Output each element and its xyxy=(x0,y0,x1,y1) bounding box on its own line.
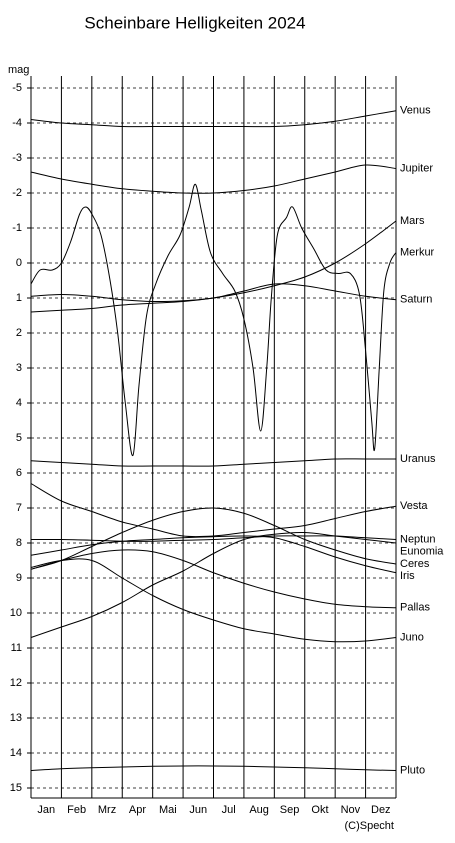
y-tick-label: 2 xyxy=(16,327,22,339)
legend-label: Ceres xyxy=(400,558,430,570)
y-tick-label: 10 xyxy=(10,607,22,619)
x-tick-label: Aug xyxy=(249,804,269,816)
x-tick-label: Jun xyxy=(189,804,207,816)
x-tick-label: Nov xyxy=(341,804,361,816)
series-line xyxy=(30,483,397,538)
legend-label: Mars xyxy=(400,215,425,227)
x-tick-label: Jul xyxy=(222,804,236,816)
x-tick-label: Feb xyxy=(67,804,86,816)
legend-label: Vesta xyxy=(400,500,428,512)
legend-label: Merkur xyxy=(400,246,435,258)
x-tick-label: Mrz xyxy=(98,804,116,816)
y-tick-label: -4 xyxy=(12,117,22,129)
y-tick-label: 4 xyxy=(16,397,22,409)
x-tick-label: Mai xyxy=(159,804,177,816)
y-tick-label: 14 xyxy=(10,747,22,759)
legend-label: Eunomia xyxy=(400,545,444,557)
y-tick-label: 5 xyxy=(16,432,22,444)
legend-label: Uranus xyxy=(400,453,436,465)
legend-label: Juno xyxy=(400,631,424,643)
legend-label: Saturn xyxy=(400,294,432,306)
x-tick-label: Dez xyxy=(371,804,391,816)
legend-label: Jupiter xyxy=(400,162,433,174)
y-tick-label: 0 xyxy=(16,257,22,269)
series-line xyxy=(30,507,397,570)
x-tick-label: Apr xyxy=(129,804,146,816)
series-line xyxy=(30,549,397,609)
series-line xyxy=(30,765,397,771)
chart-title: Scheinbare Helligkeiten 2024 xyxy=(84,13,305,32)
x-tick-label: Jan xyxy=(37,804,55,816)
y-tick-label: 15 xyxy=(10,782,22,794)
series-line xyxy=(30,535,397,574)
legend-label: Venus xyxy=(400,105,431,117)
y-tick-label: 1 xyxy=(16,292,22,304)
credit: (C)Specht xyxy=(344,820,394,832)
series-line xyxy=(30,283,397,303)
y-tick-label: -5 xyxy=(12,82,22,94)
y-tick-label: 13 xyxy=(10,712,22,724)
y-tick-label: 9 xyxy=(16,572,22,584)
x-tick-label: Okt xyxy=(311,804,328,816)
y-tick-label: 11 xyxy=(11,642,22,654)
y-tick-label: -3 xyxy=(12,152,22,164)
series-line xyxy=(30,458,396,467)
y-tick-label: 7 xyxy=(16,502,22,514)
y-tick-label: -2 xyxy=(12,187,22,199)
y-tick-label: 6 xyxy=(16,467,22,479)
y-tick-label: 12 xyxy=(10,677,22,689)
series-line xyxy=(30,164,397,194)
series-line xyxy=(30,531,397,638)
y-tick-label: 3 xyxy=(16,362,22,374)
y-tick-label: 8 xyxy=(16,537,22,549)
x-tick-label: Sep xyxy=(280,804,300,816)
legend-label: Neptun xyxy=(400,533,435,545)
legend-label: Pluto xyxy=(400,764,425,776)
y-tick-label: -1 xyxy=(12,222,22,234)
series-line xyxy=(30,110,397,128)
y-axis-label: mag xyxy=(8,64,29,76)
series-line xyxy=(30,558,397,643)
series-line xyxy=(30,183,397,457)
legend-label: Pallas xyxy=(400,602,430,614)
legend-label: Iris xyxy=(400,570,415,582)
